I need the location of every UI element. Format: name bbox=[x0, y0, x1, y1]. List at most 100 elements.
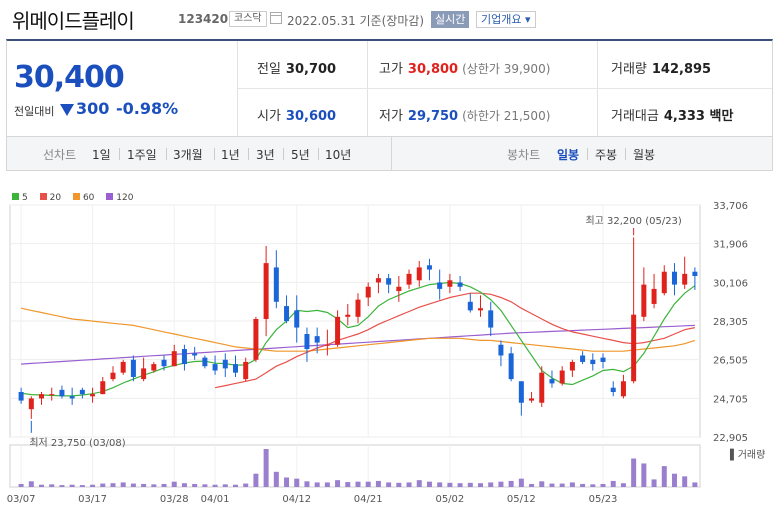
realtime-button[interactable]: 실시간 bbox=[431, 11, 470, 28]
y-tick-label: 30,106 bbox=[713, 278, 748, 289]
chart-tabs: 선차트 1일 1주일 3개월 1년 3년 5년 10년 봉차트 일봉 주봉 월봉 bbox=[6, 137, 773, 171]
tab-daily[interactable]: 일봉 bbox=[557, 148, 580, 162]
candle-body bbox=[294, 310, 300, 328]
volume-bar bbox=[161, 483, 167, 487]
volume-bar bbox=[90, 484, 96, 487]
volume-bar bbox=[49, 484, 55, 487]
calendar-icon bbox=[270, 12, 282, 24]
volume-bar bbox=[580, 483, 586, 487]
volume-bar bbox=[539, 481, 545, 487]
candle-body bbox=[610, 387, 616, 393]
x-tick-label: 04/21 bbox=[354, 494, 383, 505]
candle-body bbox=[559, 370, 565, 384]
candle-body bbox=[345, 314, 351, 317]
volume-bar bbox=[508, 480, 514, 487]
ma120-line bbox=[21, 324, 695, 365]
tab-1d[interactable]: 1일 bbox=[92, 148, 111, 162]
candle-body bbox=[151, 364, 157, 371]
ma20-line bbox=[214, 292, 696, 389]
tab-3m[interactable]: 3개월 bbox=[173, 148, 203, 162]
candle-body bbox=[284, 306, 290, 322]
y-tick-label: 28,305 bbox=[713, 317, 748, 328]
candle-body bbox=[232, 364, 238, 373]
legend-ma60: 60 bbox=[82, 193, 95, 203]
candle-body bbox=[110, 372, 116, 380]
volume-bar bbox=[661, 466, 667, 487]
price-change-pct: -0.98% bbox=[116, 99, 179, 118]
date-basis: 2022.05.31 기준(장마감) bbox=[287, 14, 425, 28]
volume-bar bbox=[600, 483, 606, 487]
volume-bar bbox=[651, 479, 657, 487]
tab-1y[interactable]: 1년 bbox=[221, 148, 240, 162]
volume-bar bbox=[437, 482, 443, 487]
candle-body bbox=[692, 271, 698, 277]
quote-summary: 30,400 전일대비 300 -0.98% 전일 30,700 고가 30,800… bbox=[6, 39, 773, 137]
candle-body bbox=[590, 359, 596, 365]
candle-body bbox=[253, 318, 259, 360]
volume-bar bbox=[110, 483, 116, 487]
tab-weekly[interactable]: 주봉 bbox=[595, 148, 618, 162]
candle-body bbox=[641, 284, 647, 317]
tab-1w[interactable]: 1주일 bbox=[127, 148, 157, 162]
candle-body bbox=[273, 267, 279, 302]
volume-bar bbox=[202, 484, 208, 487]
candle-body bbox=[549, 379, 555, 384]
tab-10y[interactable]: 10년 bbox=[325, 148, 352, 162]
tab-monthly[interactable]: 월봉 bbox=[633, 148, 656, 162]
candle-body bbox=[130, 359, 136, 377]
volume-bar bbox=[59, 485, 65, 487]
market-badge: 코스닥 bbox=[229, 11, 267, 27]
candle-body bbox=[457, 282, 463, 287]
x-tick-label: 05/23 bbox=[589, 494, 618, 505]
volume-bar bbox=[457, 483, 463, 487]
stock-name: 위메이드플레이 bbox=[12, 9, 135, 33]
line-chart-label: 선차트 bbox=[43, 148, 77, 162]
volume-bar bbox=[324, 482, 330, 487]
volume-plot-frame bbox=[9, 444, 701, 488]
volume-label: ▌거래량 bbox=[729, 448, 765, 461]
x-tick-label: 03/28 bbox=[160, 494, 189, 505]
volume-bar bbox=[232, 484, 238, 487]
volume-bar bbox=[100, 483, 106, 487]
y-tick-label: 24,705 bbox=[713, 394, 748, 405]
tab-5y[interactable]: 5년 bbox=[291, 148, 310, 162]
quote-item-volume: 거래량 142,895 bbox=[611, 62, 712, 77]
volume-bar bbox=[130, 483, 136, 487]
company-info-dropdown[interactable]: 기업개요 ▾ bbox=[476, 11, 536, 28]
volume-bar bbox=[284, 477, 290, 487]
candle-body bbox=[406, 273, 412, 285]
candle-body bbox=[508, 353, 514, 380]
volume-bar bbox=[375, 480, 381, 487]
volume-bar bbox=[529, 483, 535, 487]
y-tick-label: 33,706 bbox=[713, 201, 748, 212]
volume-bar bbox=[498, 481, 504, 487]
candle-body bbox=[539, 372, 545, 403]
volume-bar bbox=[569, 482, 575, 487]
x-tick-label: 05/12 bbox=[507, 494, 536, 505]
stock-code: 123420 bbox=[178, 12, 229, 26]
volume-bar bbox=[416, 480, 422, 487]
ma-legend: 5 20 60 120 bbox=[12, 193, 142, 203]
volume-bar bbox=[396, 482, 402, 487]
volume-bar bbox=[141, 483, 147, 487]
candle-body bbox=[488, 310, 494, 328]
candle-chart-label: 봉차트 bbox=[507, 148, 541, 162]
prev-compare-label: 전일대비 bbox=[14, 105, 55, 118]
quote-item-high: 고가 30,800 (상한가 39,900) bbox=[379, 62, 551, 77]
volume-bar bbox=[151, 484, 157, 487]
x-tick-label: 05/02 bbox=[435, 494, 464, 505]
low-annotation: 최저 23,750 (03/08) bbox=[29, 437, 125, 449]
volume-bar bbox=[631, 458, 637, 487]
candle-body bbox=[498, 344, 504, 356]
volume-bar bbox=[253, 473, 259, 487]
volume-bar bbox=[18, 483, 24, 487]
candle-body bbox=[304, 334, 310, 350]
candle-body bbox=[580, 355, 586, 362]
volume-bar bbox=[549, 483, 555, 487]
candle-body bbox=[222, 359, 228, 369]
volume-bar bbox=[263, 449, 269, 487]
tab-3y[interactable]: 3년 bbox=[256, 148, 275, 162]
candle-body bbox=[59, 389, 65, 397]
volume-bar bbox=[467, 482, 473, 487]
